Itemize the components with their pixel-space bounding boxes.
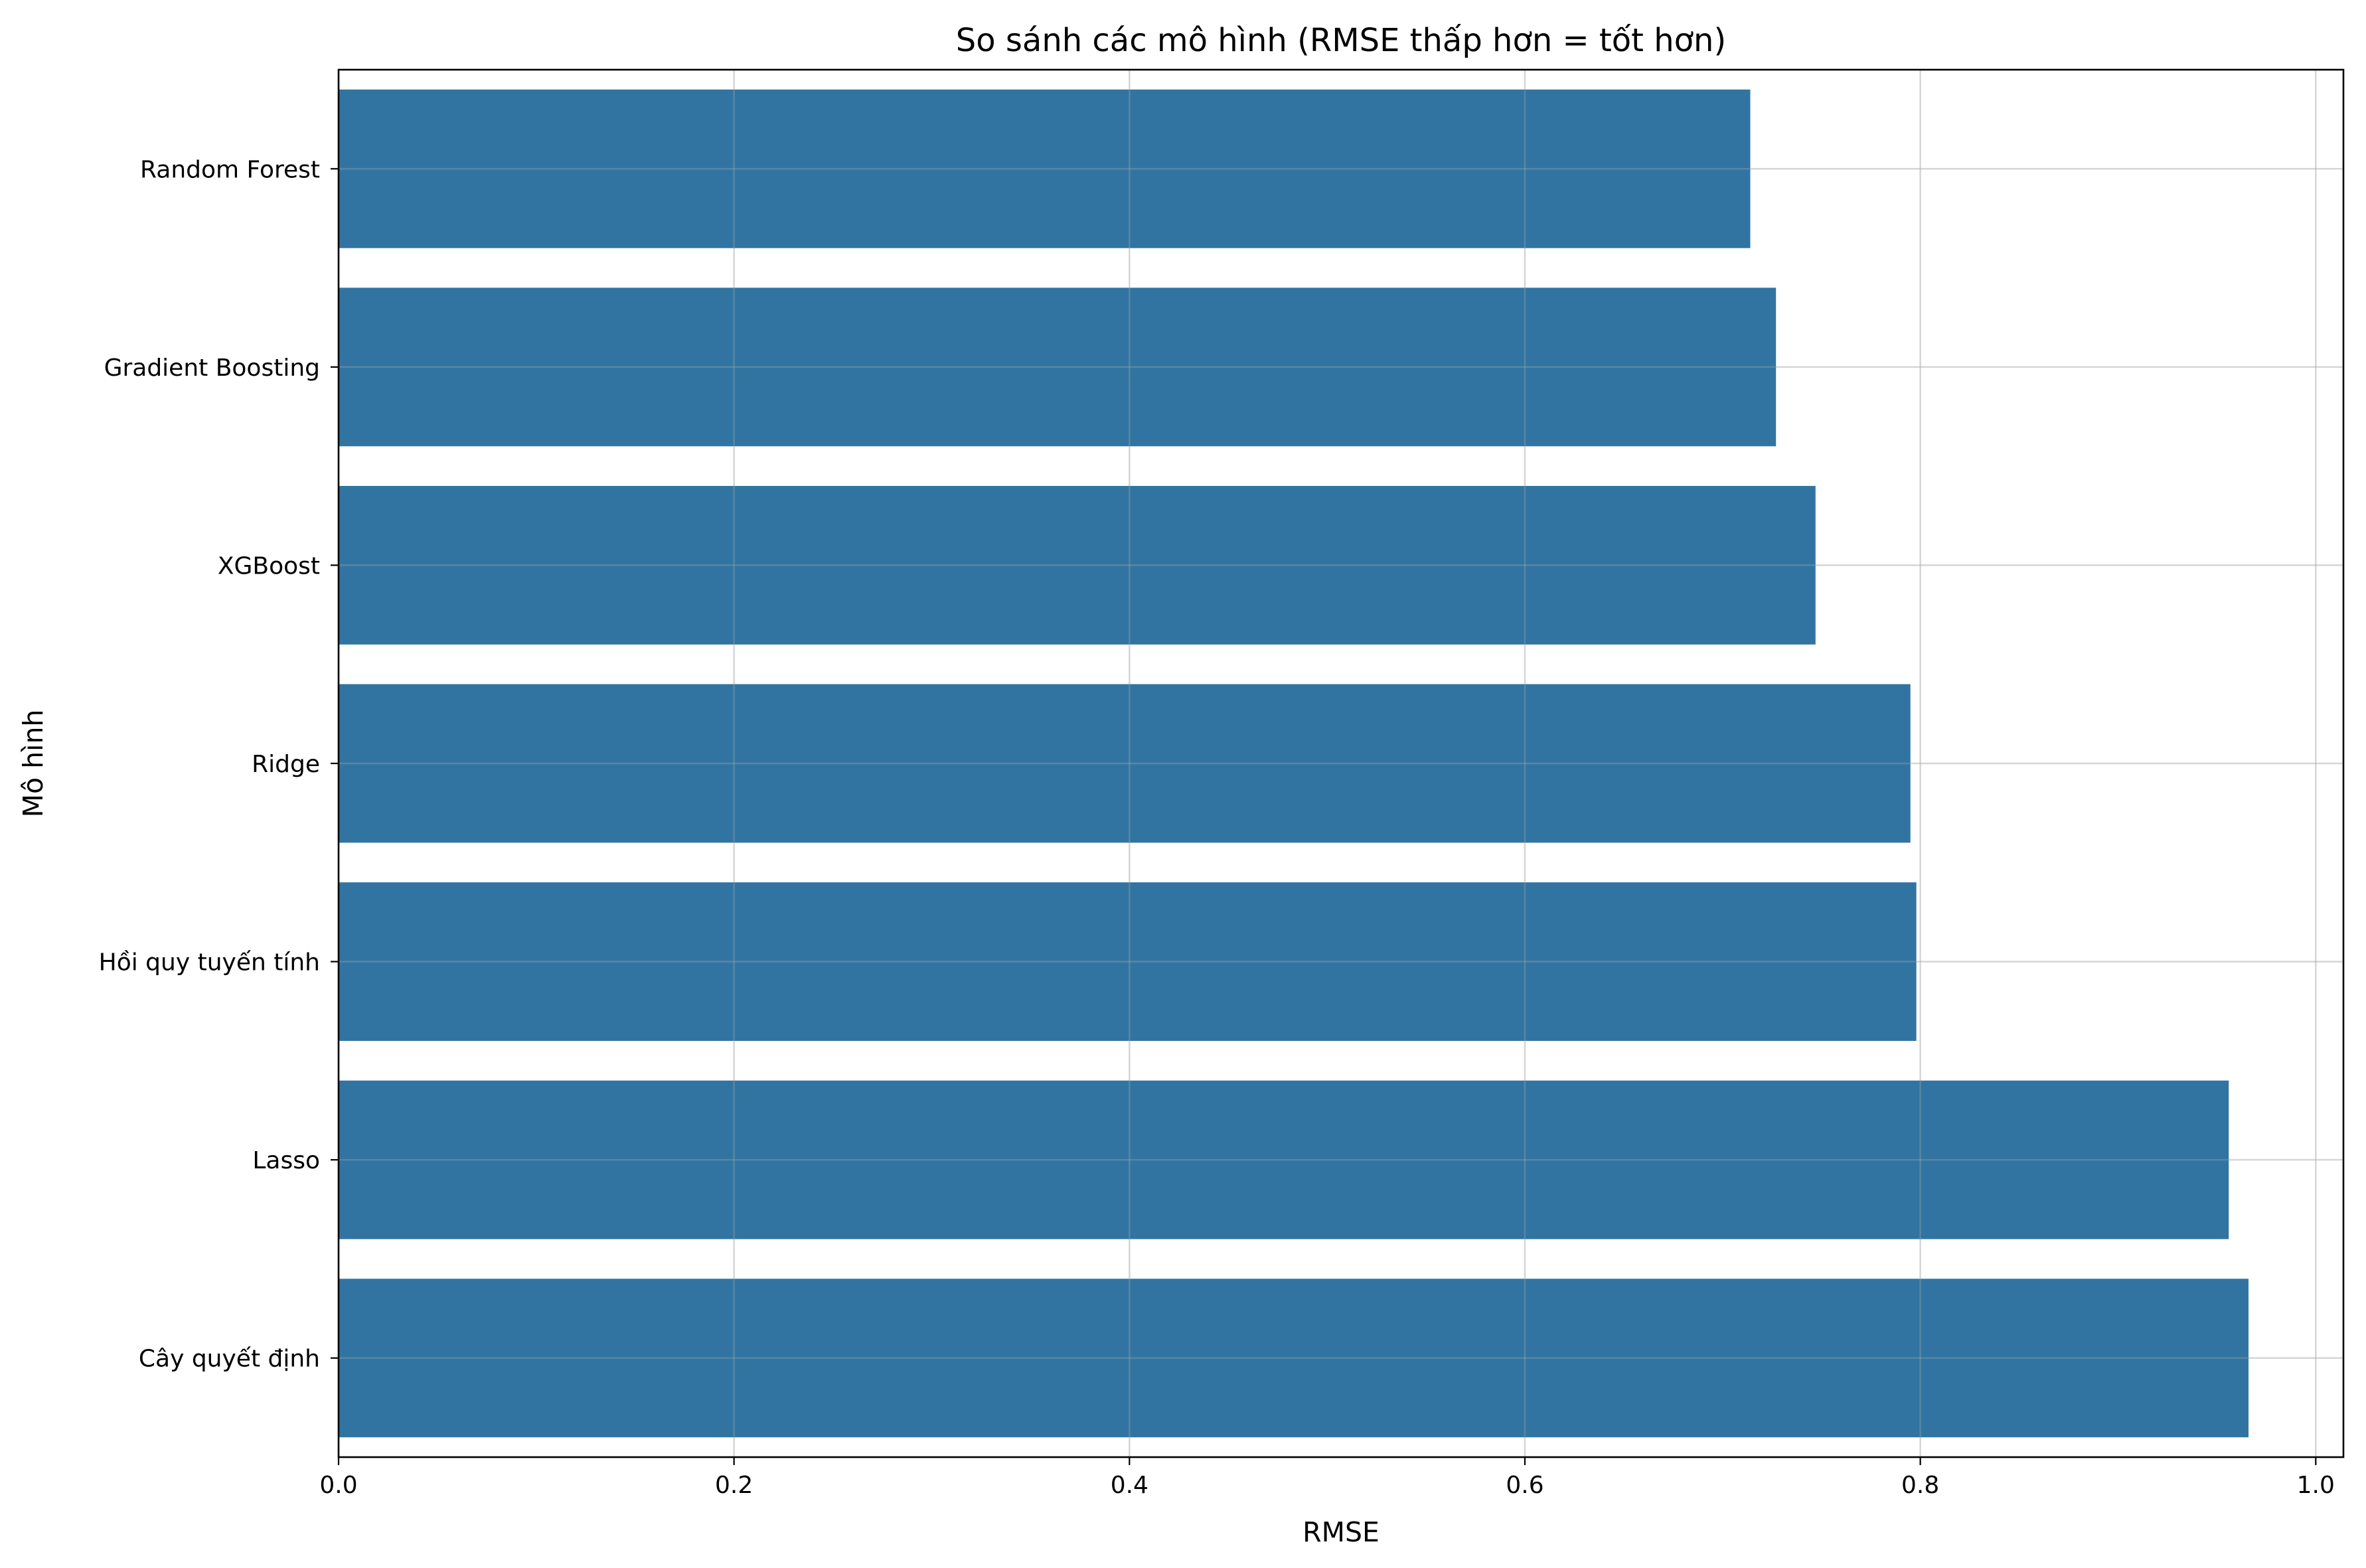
y-tick-label: Hồi quy tuyến tính [99,949,320,977]
y-tick-label: XGBoost [218,552,320,580]
x-axis-label: RMSE [1302,1516,1380,1548]
bars [339,89,2249,1438]
y-axis-label: Mô hình [17,710,49,818]
x-tick-label: 0.0 [319,1472,357,1499]
bar [339,684,1911,843]
bar [339,1080,2229,1239]
x-tick-label: 0.4 [1111,1472,1148,1499]
y-tick-label: Ridge [252,751,320,778]
y-tick-label: Cây quyết định [139,1346,320,1373]
bar [339,1279,2249,1438]
bar [339,486,1816,645]
x-tick-label: 1.0 [2297,1472,2335,1499]
x-tick-label: 0.6 [1506,1472,1543,1499]
bar [339,882,1917,1041]
x-tick-label: 0.2 [715,1472,753,1499]
y-tick-label: Random Forest [140,156,320,183]
y-tick-label: Lasso [252,1147,320,1174]
ticks: 0.0 0.2 0.4 0.6 0.8 1.0 Random Forest Gradient … [99,156,2335,1499]
x-tick-label: 0.8 [1901,1472,1939,1499]
bar [339,287,1776,447]
bar [339,89,1751,248]
chart-title: So sánh các mô hình (RMSE thấp hơn = tốt… [956,22,1726,59]
y-tick-label: Gradient Boosting [104,354,320,382]
plot-frame [337,68,2345,1458]
